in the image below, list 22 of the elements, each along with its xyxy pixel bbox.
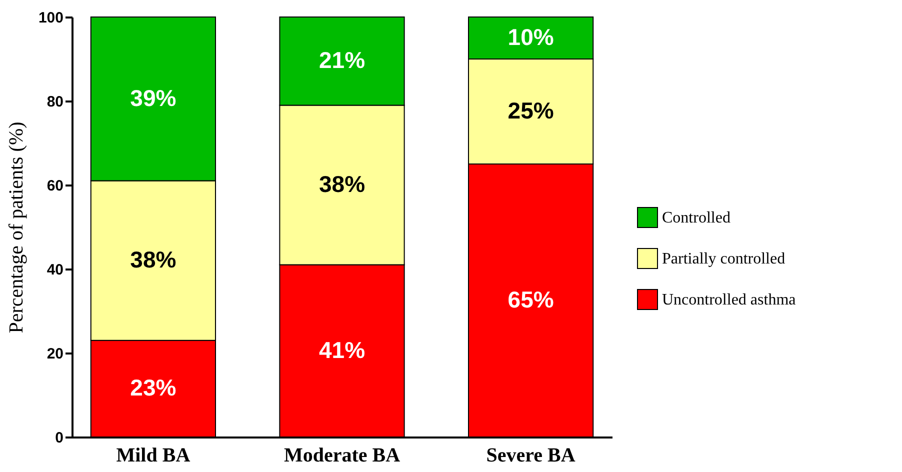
y-tick-label: 80 [46, 94, 64, 110]
x-tick-label: Severe BA [486, 444, 576, 466]
data-label: 38% [130, 246, 176, 273]
data-label: 25% [508, 98, 554, 124]
legend-label: Partially controlled [662, 250, 786, 268]
data-label: 10% [508, 24, 554, 50]
y-tick-label: 60 [46, 178, 64, 194]
legend-label: Uncontrolled asthma [662, 292, 796, 308]
y-axis-title: Percentage of patients (%) [5, 122, 28, 334]
data-label: 39% [130, 84, 176, 111]
x-tick-label: Moderate BA [284, 444, 401, 466]
legend-label: Controlled [662, 210, 730, 226]
data-label: 65% [508, 286, 554, 312]
data-label: 41% [318, 336, 366, 363]
y-tick-label: 100 [38, 10, 64, 26]
data-label: 38% [318, 171, 366, 197]
y-tick-label: 0 [55, 430, 64, 446]
y-tick-label: 20 [46, 346, 64, 362]
data-label: 23% [130, 374, 176, 401]
data-label: 21% [318, 47, 366, 74]
x-tick-label: Mild BA [116, 444, 191, 466]
y-tick-label: 40 [46, 262, 64, 278]
